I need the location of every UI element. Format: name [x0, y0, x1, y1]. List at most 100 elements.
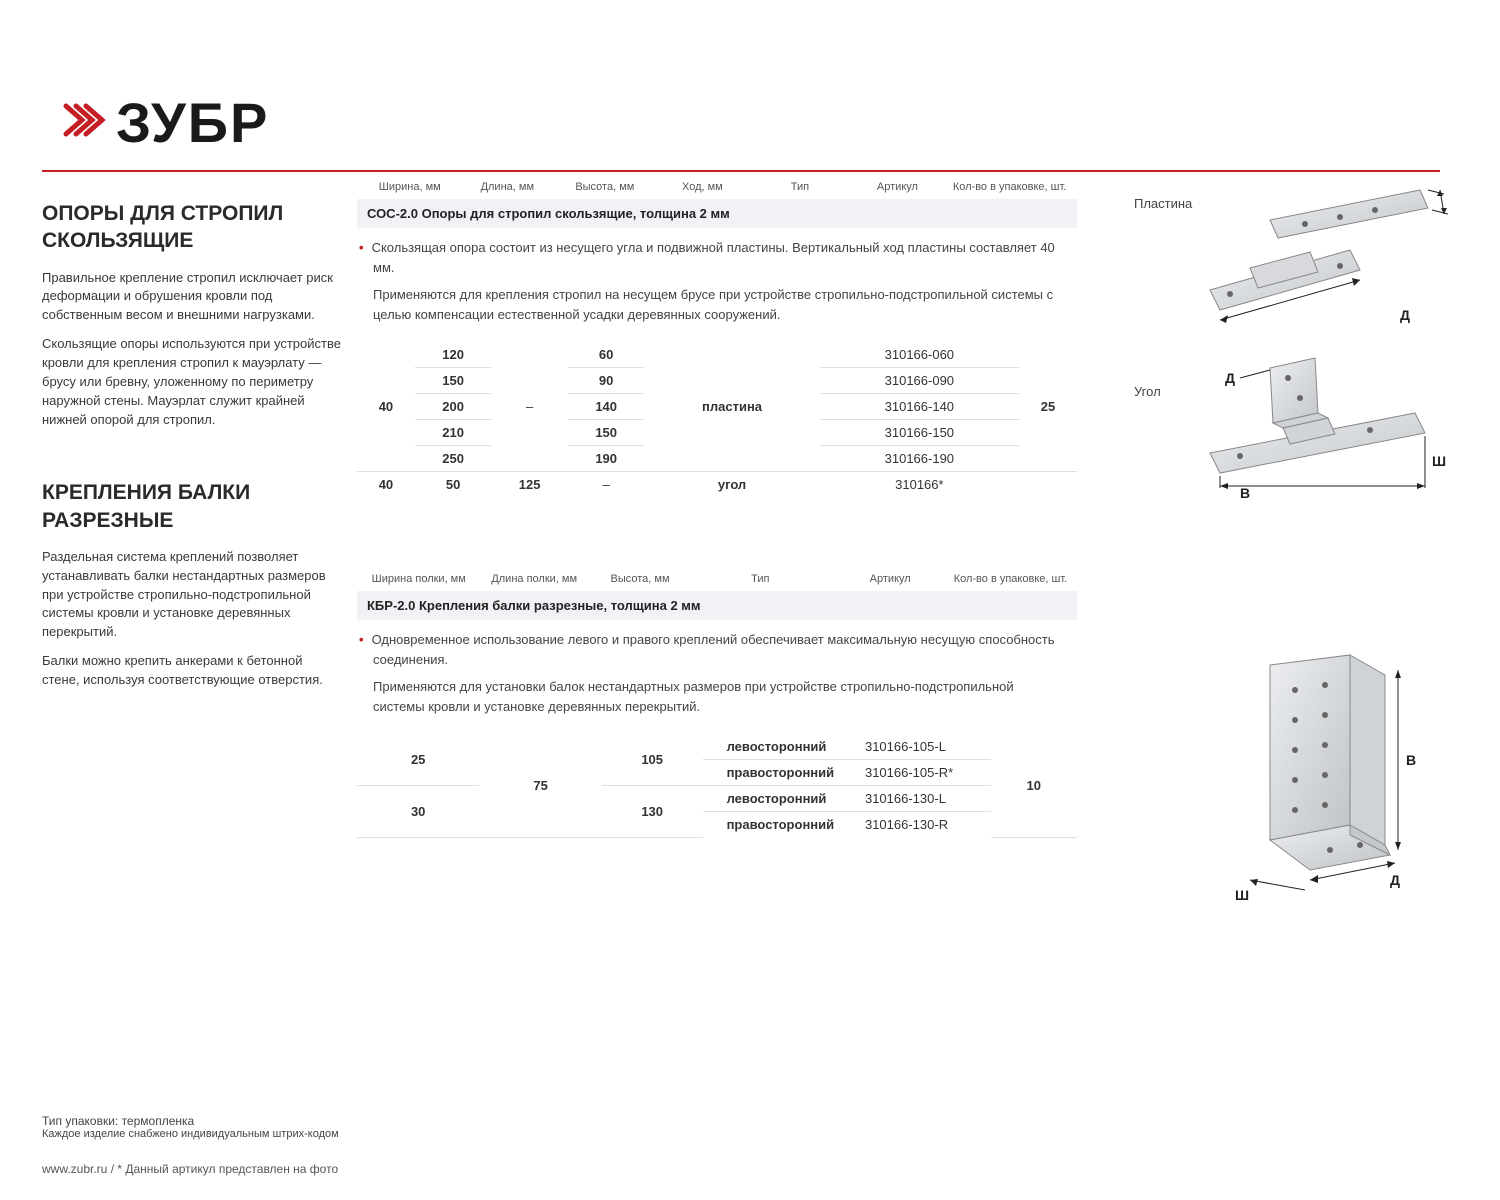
section-split-beam: КРЕПЛЕНИЯ БАЛКИ РАЗРЕЗНЫЕ Раздельная сис…	[42, 479, 342, 690]
cell: 120	[415, 342, 492, 368]
cell: 140	[568, 394, 645, 420]
table2-header-row: Ширина полки, мм Длина полки, мм Высота,…	[357, 567, 1077, 591]
cell: 50	[415, 472, 492, 498]
col-header: Ход, мм	[654, 181, 752, 193]
cell: 310166-130-L	[861, 786, 991, 812]
col-header: Длина, мм	[459, 181, 557, 193]
cell: 60	[568, 342, 645, 368]
cell: 75	[479, 734, 601, 837]
cell: 310166-090	[820, 368, 1019, 394]
cell: 310166-140	[820, 394, 1019, 420]
table-row: 40 120 – 60 пластина 310166-060 25	[357, 342, 1077, 368]
section1-paragraph: Правильное крепление стропил исключает р…	[42, 269, 342, 326]
angle-drawing-icon: Д В Ш	[1140, 350, 1450, 510]
col-header: Артикул	[849, 181, 947, 193]
cell: пластина	[644, 342, 819, 472]
logo-arrow-icon	[60, 96, 108, 149]
cell: 40	[357, 342, 415, 472]
cell: 105	[602, 734, 703, 786]
cell: 210	[415, 420, 492, 446]
diagrams-column: Пластина Ш	[1140, 170, 1450, 920]
table2-data: 25 75 105 левосторонний 310166-105-L 10 …	[357, 734, 1077, 838]
table2-note: Применяются для установки балок нестанда…	[373, 677, 1067, 716]
cell: 125	[491, 472, 568, 498]
table1-description: Скользящая опора состоит из несущего угл…	[357, 228, 1077, 336]
cell: левосторонний	[703, 734, 861, 760]
table1-header-row: Ширина, мм Длина, мм Высота, мм Ход, мм …	[357, 175, 1077, 199]
section-sliding-supports: ОПОРЫ ДЛЯ СТРОПИЛ СКОЛЬЗЯЩИЕ Правильное …	[42, 200, 342, 429]
table2-title: КБР-2.0 Крепления балки разрезные, толщи…	[357, 591, 1077, 620]
col-header: Кол-во в упаковке, шт.	[948, 573, 1073, 585]
col-header: Ширина, мм	[361, 181, 459, 193]
cell: 30	[357, 786, 479, 838]
cell: правосторонний	[703, 760, 861, 786]
table-row: 30 130 левосторонний 310166-130-L	[357, 786, 1077, 812]
packaging-note: Тип упаковки: термопленка Каждое изделие…	[42, 1114, 339, 1140]
cell: левосторонний	[703, 786, 861, 812]
cell: 310166-190	[820, 446, 1019, 472]
cell: угол	[644, 472, 819, 498]
col-header: Высота, мм	[592, 573, 688, 585]
table2-bullet: Одновременное использование левого и пра…	[373, 630, 1067, 669]
dim-letter: В	[1406, 752, 1416, 768]
cell: правосторонний	[703, 812, 861, 838]
diagram-label: Угол	[1134, 384, 1161, 399]
section2-paragraph: Раздельная система креплений позволяет у…	[42, 548, 342, 642]
diagram-bracket: В Д Ш	[1140, 645, 1450, 920]
cell: –	[568, 472, 645, 498]
col-header: Высота, мм	[556, 181, 654, 193]
cell: 25	[357, 734, 479, 786]
cell: 310166*	[820, 472, 1019, 498]
dim-letter: Д	[1400, 307, 1410, 323]
cell: –	[491, 342, 568, 472]
table-row: 40 50 125 – угол 310166*	[357, 472, 1077, 498]
dim-letter: Д	[1225, 370, 1235, 386]
main-content: Ширина, мм Длина, мм Высота, мм Ход, мм …	[357, 175, 1077, 838]
diagram-label: Пластина	[1134, 196, 1192, 211]
col-header: Ширина полки, мм	[361, 573, 476, 585]
bracket-drawing-icon: В Д Ш	[1140, 645, 1450, 915]
product-block-1: Ширина, мм Длина, мм Высота, мм Ход, мм …	[357, 175, 1077, 497]
footer-url: www.zubr.ru / * Данный артикул представл…	[42, 1162, 338, 1176]
cell: 310166-105-R*	[861, 760, 991, 786]
dim-letter: Ш	[1235, 887, 1249, 903]
sidebar-text: ОПОРЫ ДЛЯ СТРОПИЛ СКОЛЬЗЯЩИЕ Правильное …	[42, 200, 342, 740]
col-header: Тип	[688, 573, 832, 585]
cell: 310166-060	[820, 342, 1019, 368]
cell: 310166-150	[820, 420, 1019, 446]
cell: 310166-105-L	[861, 734, 991, 760]
dim-letter: В	[1240, 485, 1250, 501]
col-header: Длина полки, мм	[476, 573, 591, 585]
diagram-angle: Угол Д В	[1140, 350, 1450, 515]
table-row: 25 75 105 левосторонний 310166-105-L 10	[357, 734, 1077, 760]
col-header: Кол-во в упаковке, шт.	[946, 181, 1073, 193]
footer-line: Тип упаковки: термопленка	[42, 1114, 339, 1128]
section1-heading: ОПОРЫ ДЛЯ СТРОПИЛ СКОЛЬЗЯЩИЕ	[42, 200, 342, 255]
dim-letter: Ш	[1432, 453, 1446, 469]
brand-logo: ЗУБР	[60, 90, 269, 155]
cell: 310166-130-R	[861, 812, 991, 838]
table1-title: СОС-2.0 Опоры для стропил скользящие, то…	[357, 199, 1077, 228]
table1-data: 40 120 – 60 пластина 310166-060 25 150 9…	[357, 342, 1077, 497]
cell: 130	[602, 786, 703, 838]
col-header: Тип	[751, 181, 849, 193]
section2-heading: КРЕПЛЕНИЯ БАЛКИ РАЗРЕЗНЫЕ	[42, 479, 342, 534]
diagram-plate: Пластина Ш	[1140, 170, 1450, 350]
cell: 10	[991, 734, 1077, 837]
cell: 150	[568, 420, 645, 446]
footer-line: Каждое изделие снабжено индивидуальным ш…	[42, 1128, 339, 1140]
section2-paragraph: Балки можно крепить анкерами к бетонной …	[42, 652, 342, 690]
table1-note: Применяются для крепления стропил на нес…	[373, 285, 1067, 324]
table2-description: Одновременное использование левого и пра…	[357, 620, 1077, 728]
cell: 190	[568, 446, 645, 472]
col-header: Артикул	[832, 573, 947, 585]
cell: 200	[415, 394, 492, 420]
cell: 150	[415, 368, 492, 394]
brand-name: ЗУБР	[116, 90, 269, 155]
dim-letter: Д	[1390, 872, 1400, 888]
section1-paragraph: Скользящие опоры используются при устрой…	[42, 335, 342, 429]
cell: 250	[415, 446, 492, 472]
cell: 25	[1019, 342, 1077, 472]
cell: 40	[357, 472, 415, 498]
table1-bullet: Скользящая опора состоит из несущего угл…	[373, 238, 1067, 277]
